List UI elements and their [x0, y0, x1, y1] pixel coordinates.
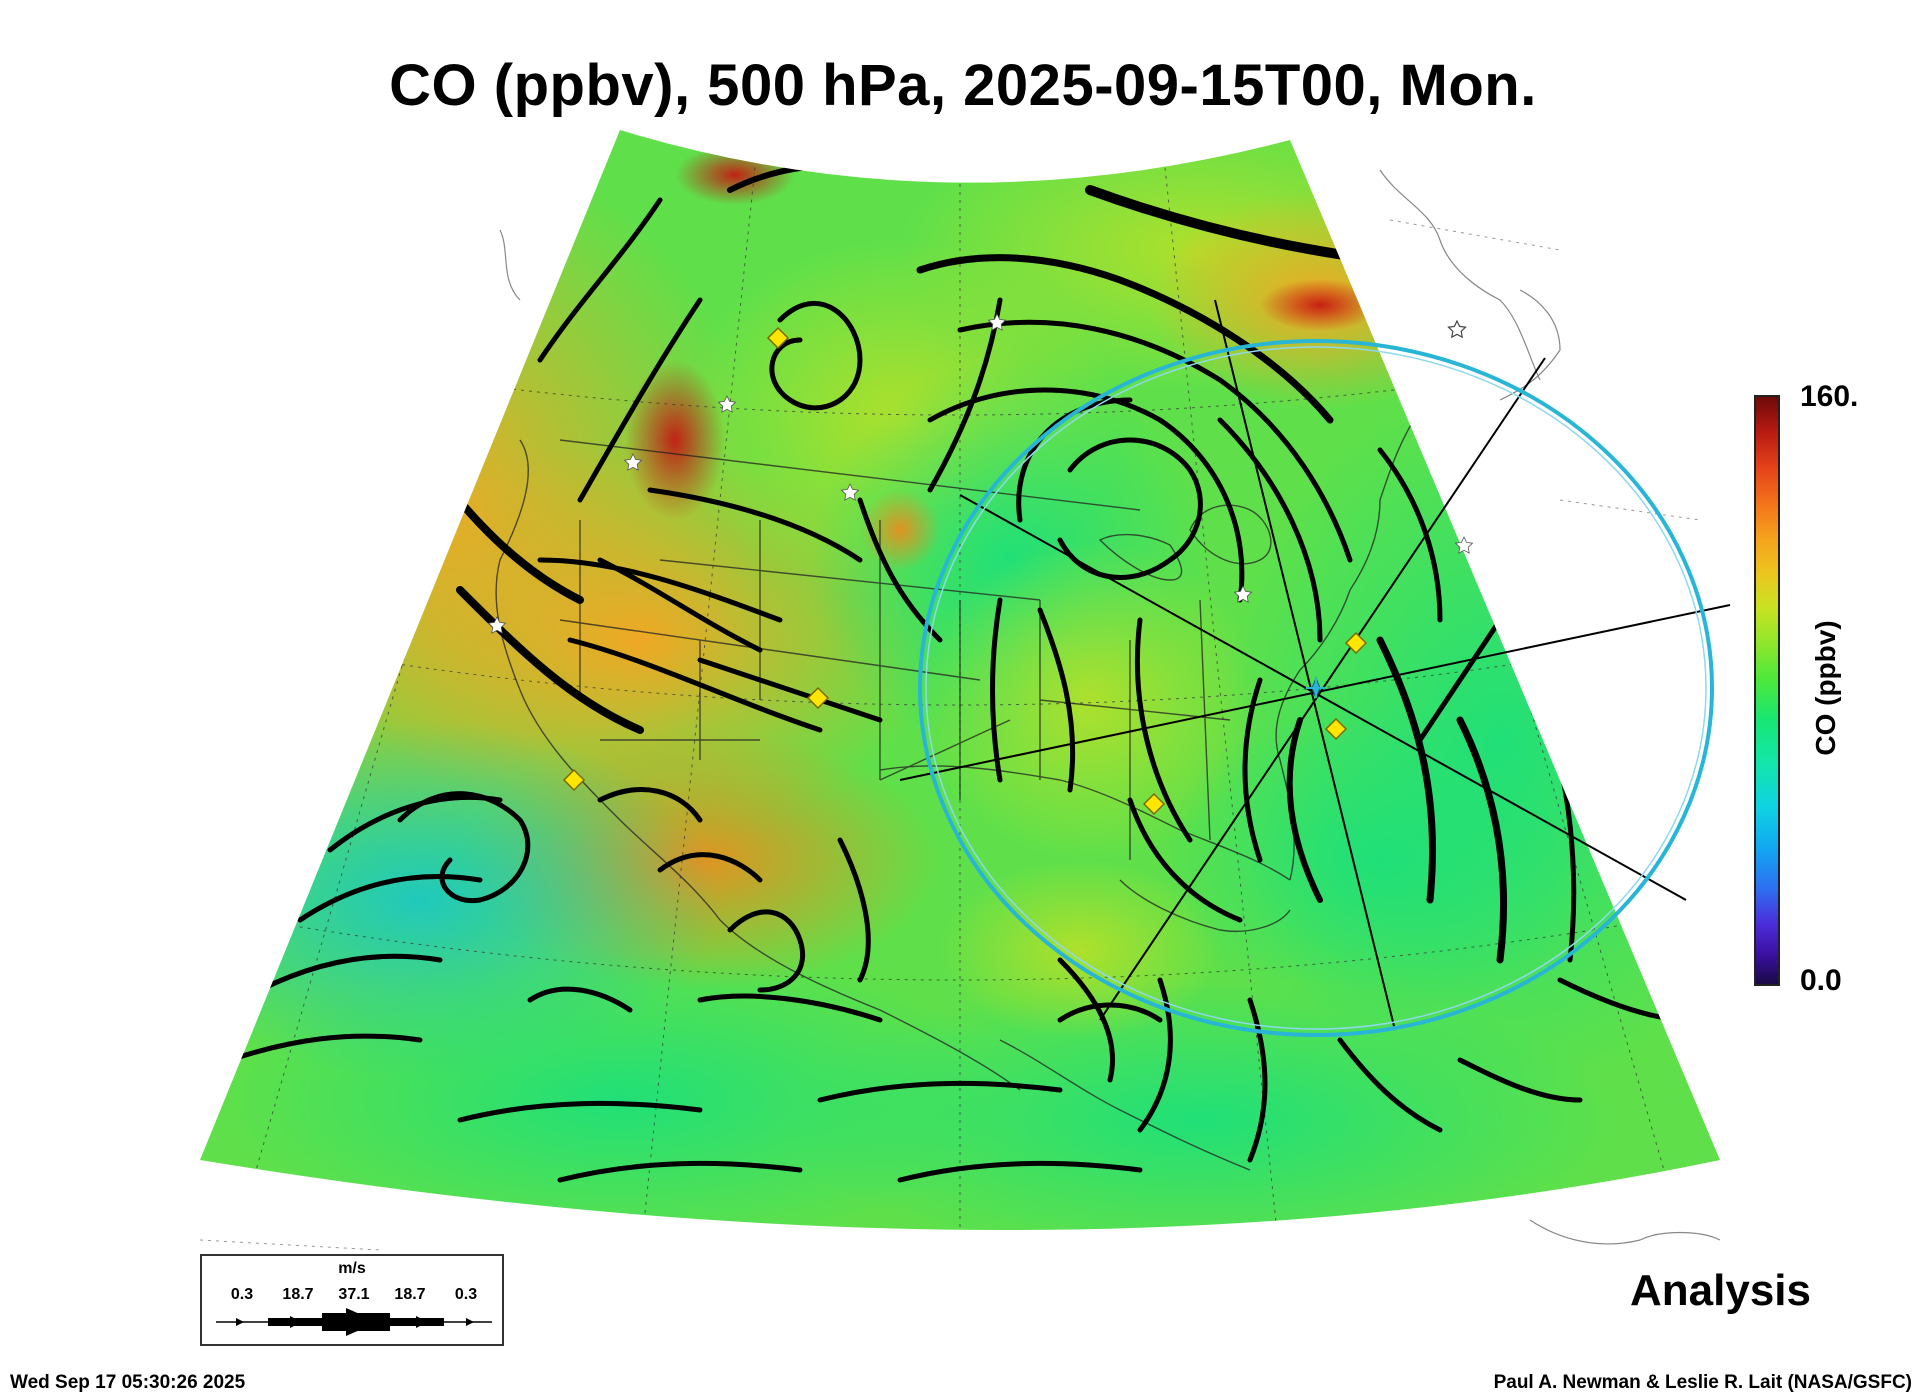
- diamond-marker: [1344, 631, 1368, 655]
- colorbar: [1754, 395, 1780, 986]
- star-marker: [717, 395, 737, 413]
- diamond-marker: [1142, 792, 1166, 816]
- star-marker: [1233, 585, 1253, 603]
- diamond-marker: [1324, 717, 1348, 741]
- star-marker: [987, 313, 1007, 331]
- wind-key-label: 0.3: [230, 1286, 254, 1303]
- wind-key-unit: m/s: [338, 1260, 366, 1277]
- star-outline-marker: [1447, 319, 1467, 339]
- wind-key-label: 37.1: [338, 1286, 370, 1303]
- diamond-marker: [806, 686, 830, 710]
- colorbar-min-label: 0.0: [1800, 964, 1842, 997]
- diamond-marker: [766, 326, 790, 350]
- star-marker: [487, 616, 507, 634]
- panel-label: Analysis: [1630, 1266, 1811, 1315]
- star-marker: [840, 483, 860, 501]
- star-marker: [1454, 536, 1474, 554]
- star-marker: [623, 453, 643, 471]
- wind-key-label: 18.7: [282, 1286, 314, 1303]
- timestamp: Wed Sep 17 05:30:26 2025: [10, 1372, 246, 1393]
- star-markers: [487, 313, 1474, 634]
- co-field: [200, 130, 1720, 1230]
- range-circle: [918, 339, 1714, 1037]
- wind-key-label: 0.3: [454, 1286, 478, 1303]
- wind-key-arrow: [216, 1308, 492, 1336]
- center-marker: [1306, 676, 1326, 700]
- diamond-markers: [562, 326, 1368, 816]
- colorbar-max-label: 160.: [1800, 380, 1859, 413]
- colorbar-title: CO (ppbv): [1810, 620, 1841, 756]
- wind-key-label: 18.7: [394, 1286, 426, 1303]
- credit: Paul A. Newman & Leslie R. Lait (NASA/GS…: [1493, 1372, 1912, 1393]
- map-title: CO (ppbv), 500 hPa, 2025-09-15T00, Mon.: [389, 53, 1537, 118]
- graticule-outside: [199, 219, 1701, 1251]
- diamond-marker: [562, 768, 586, 792]
- coastlines: [495, 409, 1421, 1171]
- wind-speed-key: m/s 0.3 18.7 37.1 18.7 0.3: [200, 1254, 504, 1346]
